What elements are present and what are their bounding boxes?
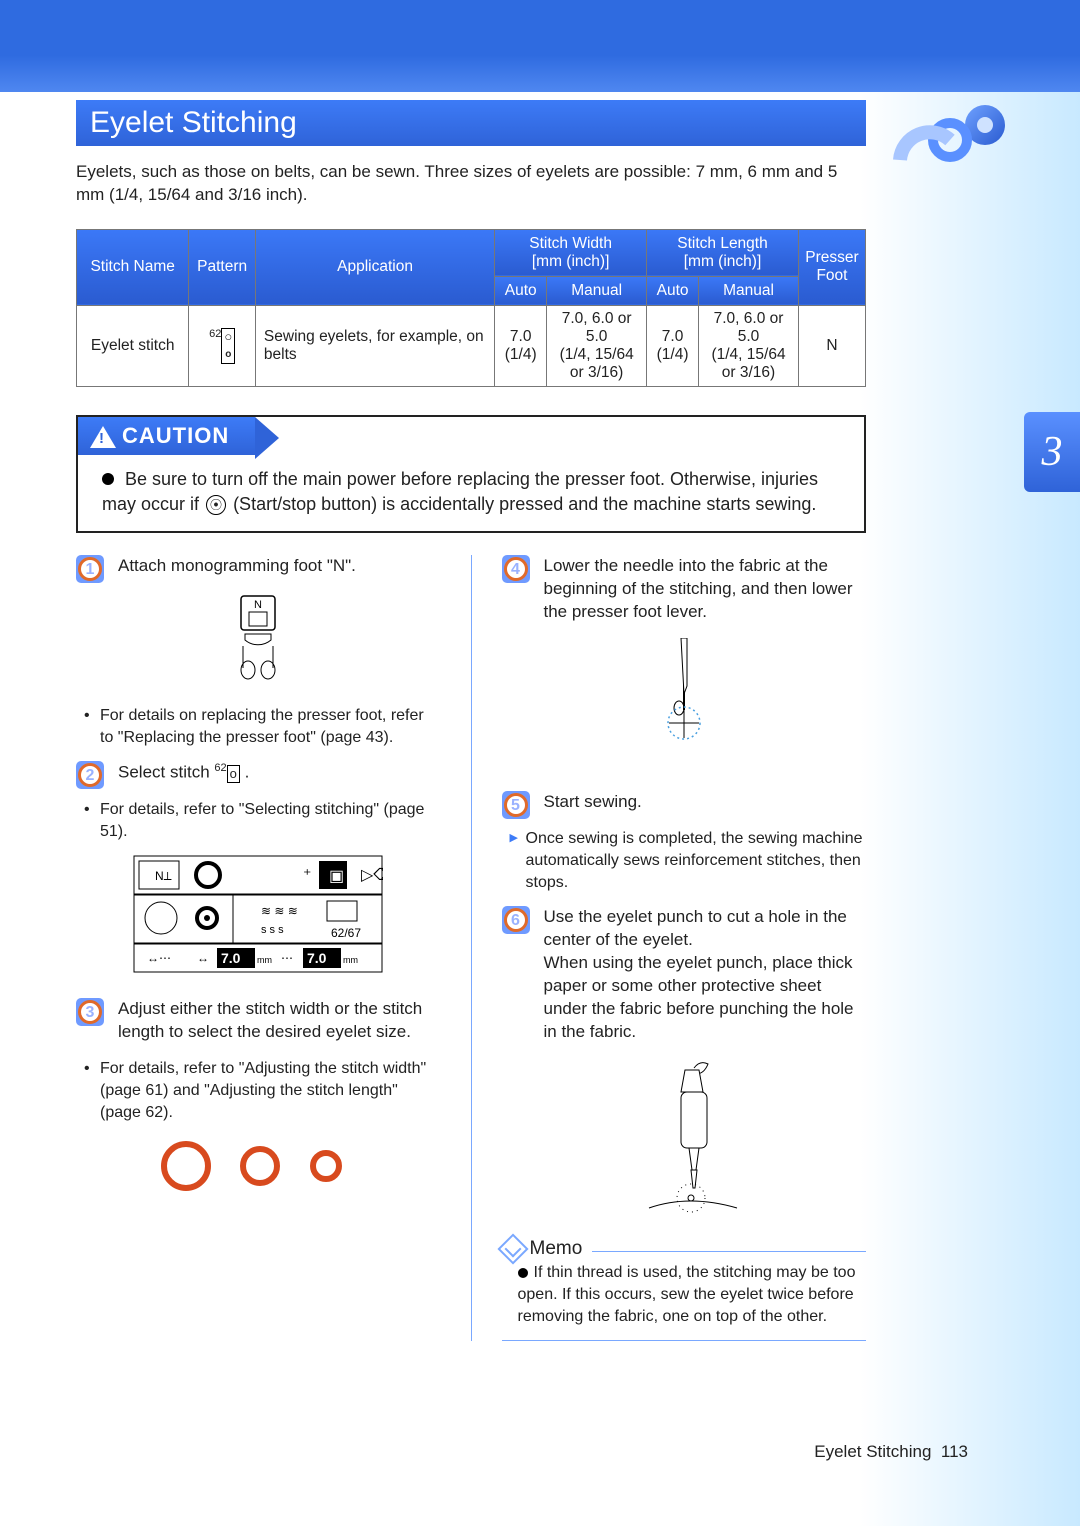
lcd-illustration: N⟂ ⁺ ▣ ▷⌫ ≋ ≋ ≋ s s s 62/67 ↔⋯ [76, 855, 441, 980]
step-badge-6: 6 [502, 906, 530, 934]
step-1-sub: For details on replacing the presser foo… [84, 705, 441, 749]
punch-illustration [502, 1058, 867, 1223]
td-w-manual: 7.0, 6.0 or 5.0 (1/4, 15/64 or 3/16) [547, 305, 647, 386]
svg-text:7.0: 7.0 [221, 950, 241, 966]
step-5: 5 Start sewing. [502, 791, 867, 814]
td-application: Sewing eyelets, for example, on belts [255, 305, 494, 386]
svg-text:7.0: 7.0 [307, 950, 327, 966]
th-w-manual: Manual [547, 276, 647, 305]
td-l-manual: 7.0, 6.0 or 5.0 (1/4, 15/64 or 3/16) [699, 305, 799, 386]
td-w-auto: 7.0 (1/4) [495, 305, 547, 386]
memo-box: Memo If thin thread is used, the stitchi… [502, 1251, 867, 1341]
svg-text:≋ ≋ ≋: ≋ ≋ ≋ [261, 904, 298, 918]
table-row: Eyelet stitch 62○o Sewing eyelets, for e… [77, 305, 866, 386]
memo-title: Memo [502, 1238, 593, 1260]
needle-illustration [502, 638, 867, 773]
step-2-sub: For details, refer to "Selecting stitchi… [84, 799, 441, 843]
chapter-tab: 3 [1024, 412, 1080, 492]
th-name: Stitch Name [77, 229, 189, 305]
step-badge-4: 4 [502, 555, 530, 583]
step-3: 3 Adjust either the stitch width or the … [76, 998, 441, 1044]
top-header-bar [0, 0, 1080, 92]
svg-text:⁺: ⁺ [303, 867, 311, 884]
eyelet-sizes-illustration [76, 1136, 441, 1201]
th-l-auto: Auto [647, 276, 699, 305]
memo-icon [497, 1233, 528, 1264]
section-title-text: Eyelet Stitching [90, 106, 297, 139]
page-gradient [860, 92, 1080, 1526]
step-3-sub: For details, refer to "Adjusting the sti… [84, 1058, 441, 1124]
memo-body: If thin thread is used, the stitching ma… [508, 1262, 861, 1328]
td-l-auto: 7.0 (1/4) [647, 305, 699, 386]
svg-text:mm: mm [343, 955, 358, 965]
svg-text:N⟂: N⟂ [155, 869, 172, 883]
th-w-auto: Auto [495, 276, 547, 305]
caution-body: Be sure to turn off the main power befor… [78, 455, 864, 531]
left-column: 1 Attach monogramming foot "N". N For de… [76, 555, 441, 1341]
step-columns: 1 Attach monogramming foot "N". N For de… [76, 555, 866, 1341]
section-title: Eyelet Stitching [76, 100, 866, 146]
start-stop-icon: ⦿ [206, 495, 226, 515]
th-length: Stitch Length [mm (inch)] [647, 229, 799, 276]
svg-text:⋯: ⋯ [281, 951, 293, 965]
caution-box: CAUTION Be sure to turn off the main pow… [76, 415, 866, 533]
td-name: Eyelet stitch [77, 305, 189, 386]
caution-header: CAUTION [78, 417, 255, 455]
svg-text:N: N [254, 599, 262, 611]
th-width: Stitch Width [mm (inch)] [495, 229, 647, 276]
stitch-table: Stitch Name Pattern Application Stitch W… [76, 229, 866, 387]
td-pattern: 62○o [189, 305, 256, 386]
svg-text:mm: mm [257, 955, 272, 965]
svg-text:62/67: 62/67 [331, 926, 361, 940]
svg-text:▷⌫: ▷⌫ [361, 867, 383, 884]
step-2: 2 Select stitch 62o . [76, 761, 441, 785]
step-badge-3: 3 [76, 998, 104, 1026]
right-column: 4 Lower the needle into the fabric at th… [502, 555, 867, 1341]
th-pattern: Pattern [189, 229, 256, 305]
svg-text:s s s: s s s [261, 924, 284, 936]
step-badge-2: 2 [76, 761, 104, 789]
corner-decoration [860, 100, 1010, 180]
step-5-sub: Once sewing is completed, the sewing mac… [510, 828, 867, 894]
column-divider [471, 555, 472, 1341]
svg-text:↔: ↔ [197, 951, 209, 965]
svg-text:↔⋯: ↔⋯ [147, 951, 171, 965]
section-intro: Eyelets, such as those on belts, can be … [76, 160, 866, 207]
th-foot: Presser Foot [798, 229, 865, 305]
foot-illustration: N [76, 592, 441, 687]
svg-text:▣: ▣ [329, 868, 344, 885]
step-badge-5: 5 [502, 791, 530, 819]
step-6: 6 Use the eyelet punch to cut a hole in … [502, 906, 867, 1044]
step-4: 4 Lower the needle into the fabric at th… [502, 555, 867, 624]
th-l-manual: Manual [699, 276, 799, 305]
caution-icon [90, 426, 116, 448]
step-badge-1: 1 [76, 555, 104, 583]
step-1: 1 Attach monogramming foot "N". [76, 555, 441, 578]
td-foot: N [798, 305, 865, 386]
page-footer: Eyelet Stitching 113 [814, 1442, 968, 1462]
th-application: Application [255, 229, 494, 305]
